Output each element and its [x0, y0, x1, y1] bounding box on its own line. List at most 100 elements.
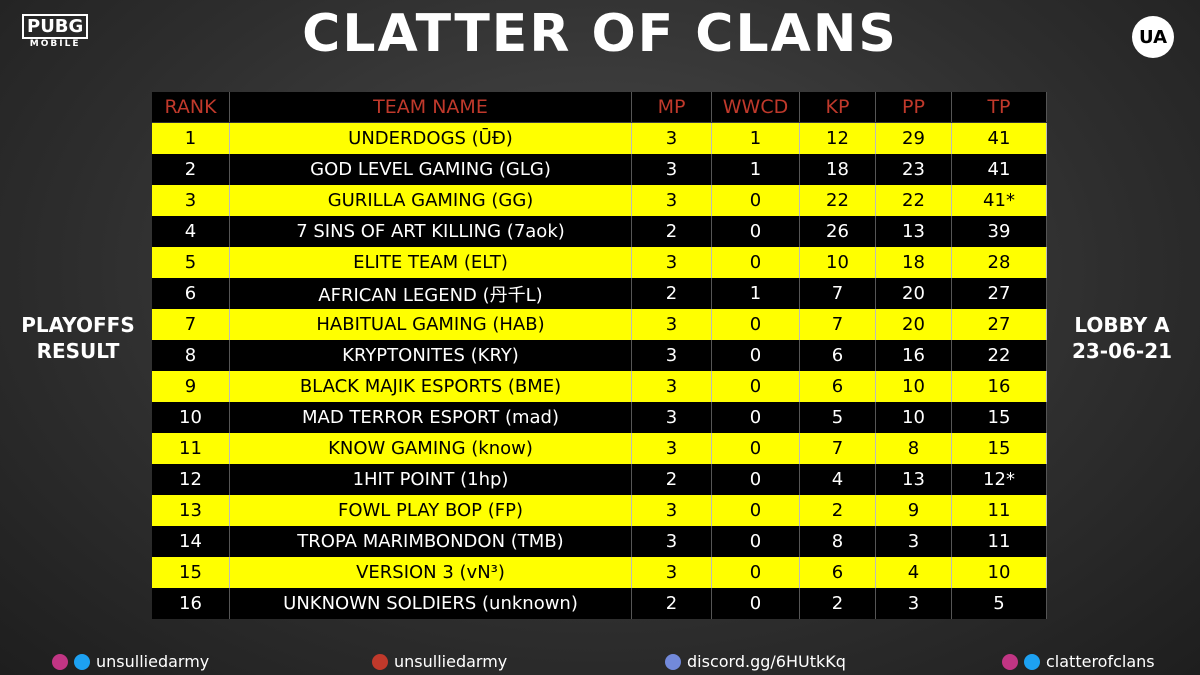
table-row: 10 MAD TERROR ESPORT (mad) 3 0 5 10 15: [152, 402, 1047, 433]
table-row: 1 UNDERDOGS (ŪĐ) 3 1 12 29 41: [152, 123, 1047, 154]
stat-cell: 0: [712, 340, 800, 371]
stat-cell: 41*: [952, 185, 1047, 216]
stat-cell: 0: [712, 309, 800, 340]
stat-cell: 3: [632, 433, 712, 464]
team-name: KNOW GAMING (know): [230, 433, 632, 464]
stat-cell: 2: [152, 154, 230, 185]
table-row: 13 FOWL PLAY BOP (FP) 3 0 2 9 11: [152, 495, 1047, 526]
side-text: PLAYOFFS: [21, 313, 135, 337]
stat-cell: 20: [876, 309, 952, 340]
stat-cell: 0: [712, 185, 800, 216]
team-name: AFRICAN LEGEND (丹千L): [230, 278, 632, 309]
stat-cell: 2: [632, 464, 712, 495]
stat-cell: 3: [632, 185, 712, 216]
footer-item: clatterofclans: [1002, 652, 1155, 671]
side-text: 23-06-21: [1071, 339, 1173, 363]
stat-cell: 16: [952, 371, 1047, 402]
team-name: UNKNOWN SOLDIERS (unknown): [230, 588, 632, 619]
ua-logo: UA: [1132, 16, 1174, 58]
stat-cell: 5: [800, 402, 876, 433]
table-row: 15 VERSION 3 (vN³) 3 0 6 4 10: [152, 557, 1047, 588]
column-header: RANK: [152, 92, 230, 122]
column-header: MP: [632, 92, 712, 122]
stat-cell: 7: [800, 433, 876, 464]
stat-cell: 0: [712, 433, 800, 464]
stat-cell: 10: [152, 402, 230, 433]
footer-item: unsulliedarmy: [372, 652, 507, 671]
stat-cell: 7: [800, 309, 876, 340]
table-row: 6 AFRICAN LEGEND (丹千L) 2 1 7 20 27: [152, 278, 1047, 309]
stat-cell: 2: [632, 216, 712, 247]
footer-text: clatterofclans: [1046, 652, 1155, 671]
stat-cell: 0: [712, 464, 800, 495]
table-row: 7 HABITUAL GAMING (HAB) 3 0 7 20 27: [152, 309, 1047, 340]
stat-cell: 3: [632, 123, 712, 154]
team-name: 1HIT POINT (1hp): [230, 464, 632, 495]
standings-table: RANK TEAM NAME MP WWCD KP PP TP 1 UNDERDOGS (ŪĐ)…: [152, 92, 1047, 619]
team-name: BLACK MAJIK ESPORTS (BME): [230, 371, 632, 402]
column-header: TP: [952, 92, 1047, 122]
stat-cell: 3: [876, 588, 952, 619]
pubg-logo: PUBG MOBILE: [22, 14, 89, 49]
stat-cell: 0: [712, 402, 800, 433]
stat-cell: 3: [632, 154, 712, 185]
team-name: ELITE TEAM (ELT): [230, 247, 632, 278]
stat-cell: 0: [712, 371, 800, 402]
stat-cell: 4: [800, 464, 876, 495]
stat-cell: 11: [952, 495, 1047, 526]
stat-cell: 12*: [952, 464, 1047, 495]
stat-cell: 10: [876, 371, 952, 402]
stat-cell: 1: [712, 278, 800, 309]
team-name: KRYPTONITES (KRY): [230, 340, 632, 371]
stat-cell: 15: [152, 557, 230, 588]
stat-cell: 4: [876, 557, 952, 588]
stat-cell: 6: [800, 371, 876, 402]
stat-cell: 2: [632, 588, 712, 619]
column-header: WWCD: [712, 92, 800, 122]
stat-cell: 16: [876, 340, 952, 371]
footer-item: discord.gg/6HUtkKq: [665, 652, 846, 671]
stat-cell: 26: [800, 216, 876, 247]
stat-cell: 9: [876, 495, 952, 526]
stat-cell: 1: [712, 154, 800, 185]
stat-cell: 14: [152, 526, 230, 557]
team-name: UNDERDOGS (ŪĐ): [230, 123, 632, 154]
stat-cell: 3: [632, 557, 712, 588]
footer-text: discord.gg/6HUtkKq: [687, 652, 846, 671]
logo-text: PUBG: [22, 14, 89, 39]
footer-item: unsulliedarmy: [52, 652, 209, 671]
stat-cell: 12: [152, 464, 230, 495]
team-name: MAD TERROR ESPORT (mad): [230, 402, 632, 433]
stat-cell: 41: [952, 154, 1047, 185]
stat-cell: 8: [876, 433, 952, 464]
table-row: 9 BLACK MAJIK ESPORTS (BME) 3 0 6 10 16: [152, 371, 1047, 402]
team-name: VERSION 3 (vN³): [230, 557, 632, 588]
team-name: GOD LEVEL GAMING (GLG): [230, 154, 632, 185]
stat-cell: 3: [632, 402, 712, 433]
stat-cell: 16: [152, 588, 230, 619]
stat-cell: 11: [952, 526, 1047, 557]
stat-cell: 15: [952, 433, 1047, 464]
stat-cell: 18: [876, 247, 952, 278]
logo-text: MOBILE: [29, 39, 81, 49]
stat-cell: 13: [876, 464, 952, 495]
footer-text: unsulliedarmy: [96, 652, 210, 671]
stat-cell: 4: [152, 216, 230, 247]
stat-cell: 2: [800, 588, 876, 619]
side-text: RESULT: [36, 339, 120, 363]
stat-cell: 5: [952, 588, 1047, 619]
stat-cell: 13: [152, 495, 230, 526]
stat-cell: 29: [876, 123, 952, 154]
table-row: 5 ELITE TEAM (ELT) 3 0 10 18 28: [152, 247, 1047, 278]
stat-cell: 13: [876, 216, 952, 247]
table-row: 16 UNKNOWN SOLDIERS (unknown) 2 0 2 3 5: [152, 588, 1047, 619]
stat-cell: 0: [712, 526, 800, 557]
stat-cell: 0: [712, 557, 800, 588]
stat-cell: 7: [800, 278, 876, 309]
table-row: 8 KRYPTONITES (KRY) 3 0 6 16 22: [152, 340, 1047, 371]
title: CLATTER OF CLANS: [302, 4, 898, 64]
column-header: TEAM NAME: [230, 92, 632, 122]
table-row: 3 GURILLA GAMING (GG) 3 0 22 22 41*: [152, 185, 1047, 216]
